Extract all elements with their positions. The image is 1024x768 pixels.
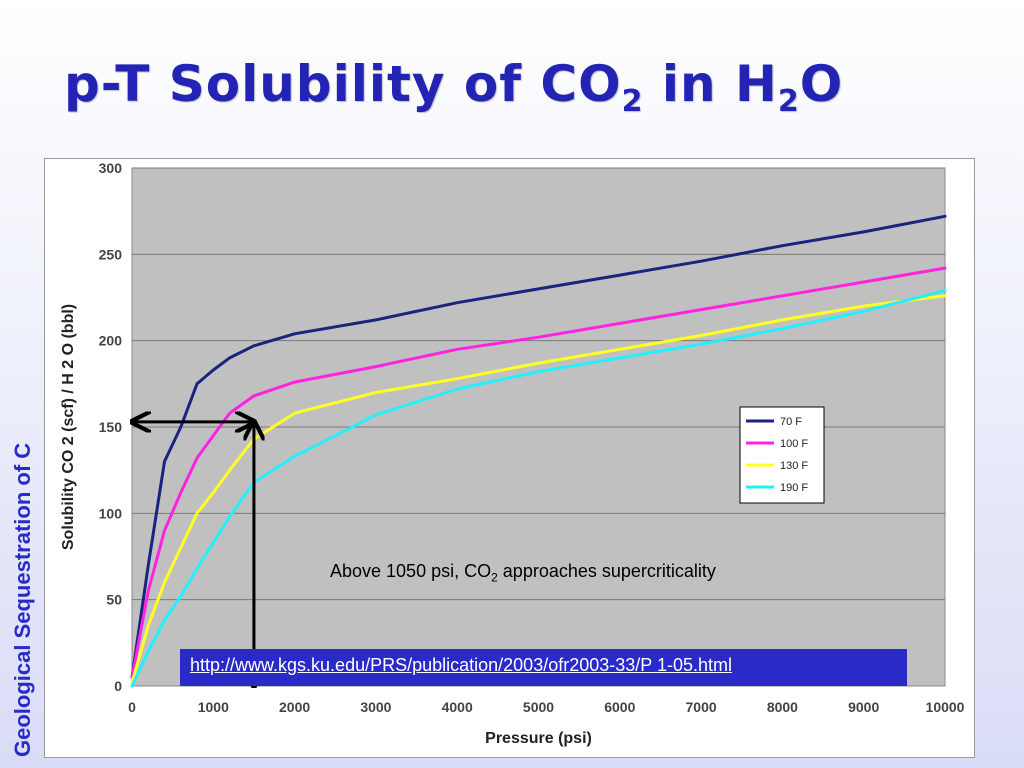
x-tick-label: 9000	[848, 699, 879, 715]
x-tick-label: 10000	[926, 699, 965, 715]
supercritical-annotation: Above 1050 psi, CO2 approaches supercrit…	[330, 561, 716, 585]
title-main: p-T Solubility of CO	[64, 55, 622, 113]
slide-title: p-T Solubility of CO2 in H2O	[64, 55, 843, 119]
x-tick-label: 4000	[442, 699, 473, 715]
x-tick-label: 5000	[523, 699, 554, 715]
series-line	[130, 289, 947, 688]
x-tick-label: 7000	[686, 699, 717, 715]
legend-label: 130 F	[780, 460, 808, 472]
y-axis-title: Solubility CO 2 (scf) / H 2 O (bbl)	[60, 304, 77, 550]
annotation-pre: Above 1050 psi, CO	[330, 561, 492, 581]
y-tick-label: 100	[99, 505, 123, 521]
series-line	[130, 294, 947, 684]
legend-label: 190 F	[780, 482, 808, 494]
y-tick-label: 200	[99, 333, 123, 349]
y-tick-label: 0	[114, 678, 122, 694]
y-tick-label: 250	[99, 246, 123, 262]
annotation-subscript: 2	[491, 570, 498, 585]
x-tick-label: 1000	[198, 699, 229, 715]
title-subscript-co2: 2	[621, 84, 644, 119]
series-line	[130, 266, 947, 679]
title-mid: in H	[643, 55, 778, 113]
source-link[interactable]: http://www.kgs.ku.edu/PRS/publication/20…	[190, 655, 732, 675]
legend-label: 70 F	[780, 416, 802, 428]
y-tick-label: 300	[99, 160, 123, 176]
y-tick-label: 50	[106, 592, 122, 608]
x-tick-label: 6000	[604, 699, 635, 715]
annotation-post: approaches supercriticality	[497, 561, 716, 581]
side-label: Geological Sequestration of C	[10, 442, 35, 757]
title-end: O	[799, 55, 844, 113]
title-subscript-h2o: 2	[777, 84, 800, 119]
x-tick-label: 3000	[360, 699, 391, 715]
x-tick-label: 2000	[279, 699, 310, 715]
series-line	[130, 214, 947, 679]
x-tick-label: 8000	[767, 699, 798, 715]
y-tick-label: 150	[99, 419, 123, 435]
legend: 70 F 100 F 130 F 190 F	[739, 406, 825, 504]
source-box: http://www.kgs.ku.edu/PRS/publication/20…	[180, 649, 907, 686]
x-tick-label: 0	[128, 699, 136, 715]
x-axis-title: Pressure (psi)	[485, 730, 592, 747]
legend-label: 100 F	[780, 438, 808, 450]
